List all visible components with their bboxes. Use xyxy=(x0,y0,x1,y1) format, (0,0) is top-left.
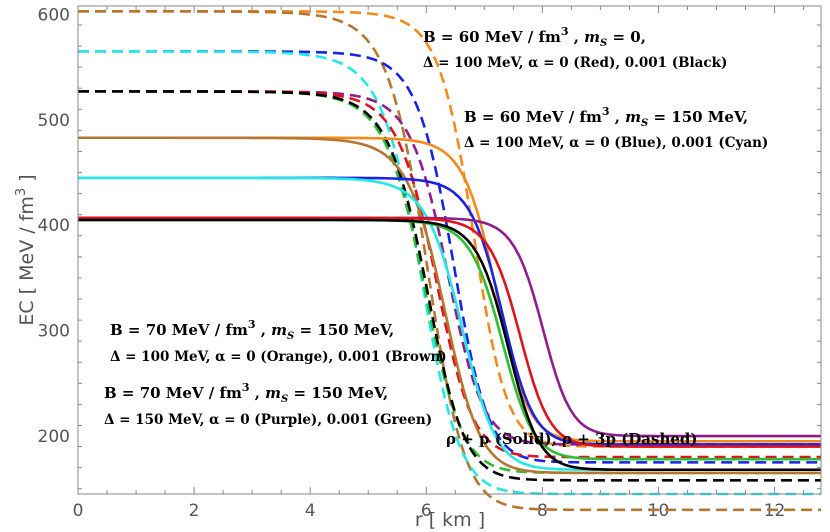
y-tick-label: 500 xyxy=(38,111,70,131)
annotation-set-1: B = 60 MeV / fm3 , mS = 0, Δ = 100 MeV, … xyxy=(423,25,727,71)
annotation-4-line1: B = 70 MeV / fm3 , mS = 150 MeV, xyxy=(104,381,388,405)
annotation-4-line2: Δ = 150 MeV, α = 0 (Purple), 0.001 (Gree… xyxy=(104,412,432,428)
series-black-solid xyxy=(78,218,821,472)
x-axis-title: r [ km ] xyxy=(415,509,485,531)
annotation-set-2: B = 60 MeV / fm3 , mS = 150 MeV, Δ = 100… xyxy=(464,105,768,151)
x-tick-label: 0 xyxy=(73,501,84,521)
annotation-set-3: B = 70 MeV / fm3 , mS = 150 MeV, Δ = 100… xyxy=(110,318,447,365)
annotation-1-line2: Δ = 100 MeV, α = 0 (Red), 0.001 (Black) xyxy=(423,55,727,71)
x-tick-label: 8 xyxy=(537,501,548,521)
series-brown-solid xyxy=(78,136,821,475)
y-tick-label: 300 xyxy=(38,322,70,342)
x-tick-label: 6 xyxy=(421,501,432,521)
y-tick-label: 200 xyxy=(38,427,70,447)
annotation-2-line2: Δ = 100 MeV, α = 0 (Blue), 0.001 (Cyan) xyxy=(464,135,768,151)
annotation-1-line1: B = 60 MeV / fm3 , mS = 0, xyxy=(423,25,646,49)
y-tick-label: 600 xyxy=(38,5,70,25)
x-tick-label: 4 xyxy=(305,501,316,521)
plot-frame xyxy=(77,5,822,495)
series-red-solid xyxy=(78,216,821,448)
annotation-set-4: B = 70 MeV / fm3 , mS = 150 MeV, Δ = 150… xyxy=(104,381,432,428)
y-tick-label: 400 xyxy=(38,216,70,236)
annotation-3-line2: Δ = 100 MeV, α = 0 (Orange), 0.001 (Brow… xyxy=(110,349,447,365)
series-black-dashed xyxy=(78,90,821,482)
series-cyan-dashed xyxy=(78,50,821,496)
y-tick-labels: 200 300 400 500 600 xyxy=(38,5,70,447)
y-axis-title: EC [ MeV / fm3 ] xyxy=(14,174,38,325)
series-brown-dashed xyxy=(78,9,821,512)
series xyxy=(78,9,821,512)
line-style-legend: ρ + p (Solid), ρ + 3p (Dashed) xyxy=(446,430,698,448)
annotation-2-line1: B = 60 MeV / fm3 , mS = 150 MeV, xyxy=(464,105,748,129)
ticks xyxy=(77,6,821,494)
x-tick-label: 2 xyxy=(189,501,200,521)
annotation-3-line1: B = 70 MeV / fm3 , mS = 150 MeV, xyxy=(110,318,394,342)
